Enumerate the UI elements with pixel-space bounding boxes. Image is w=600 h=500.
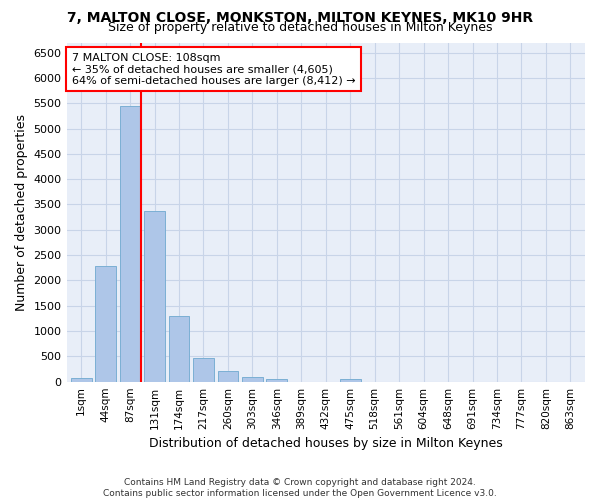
Bar (120, 106, 140, 382)
Bar (340, 379, 361, 382)
Bar (266, 379, 287, 382)
Bar (242, 377, 263, 382)
Bar (218, 371, 238, 382)
Text: Size of property relative to detached houses in Milton Keynes: Size of property relative to detached ho… (108, 22, 492, 35)
Bar (95, 266, 116, 382)
X-axis label: Distribution of detached houses by size in Milton Keynes: Distribution of detached houses by size … (149, 437, 503, 450)
Bar (193, 358, 214, 382)
Bar (169, 316, 190, 382)
Bar (144, 210, 165, 382)
Text: 7 MALTON CLOSE: 108sqm
← 35% of detached houses are smaller (4,605)
64% of semi-: 7 MALTON CLOSE: 108sqm ← 35% of detached… (72, 52, 355, 86)
Y-axis label: Number of detached properties: Number of detached properties (15, 114, 28, 310)
Bar (71, 378, 92, 382)
Text: Contains HM Land Registry data © Crown copyright and database right 2024.
Contai: Contains HM Land Registry data © Crown c… (103, 478, 497, 498)
Text: 7, MALTON CLOSE, MONKSTON, MILTON KEYNES, MK10 9HR: 7, MALTON CLOSE, MONKSTON, MILTON KEYNES… (67, 12, 533, 26)
